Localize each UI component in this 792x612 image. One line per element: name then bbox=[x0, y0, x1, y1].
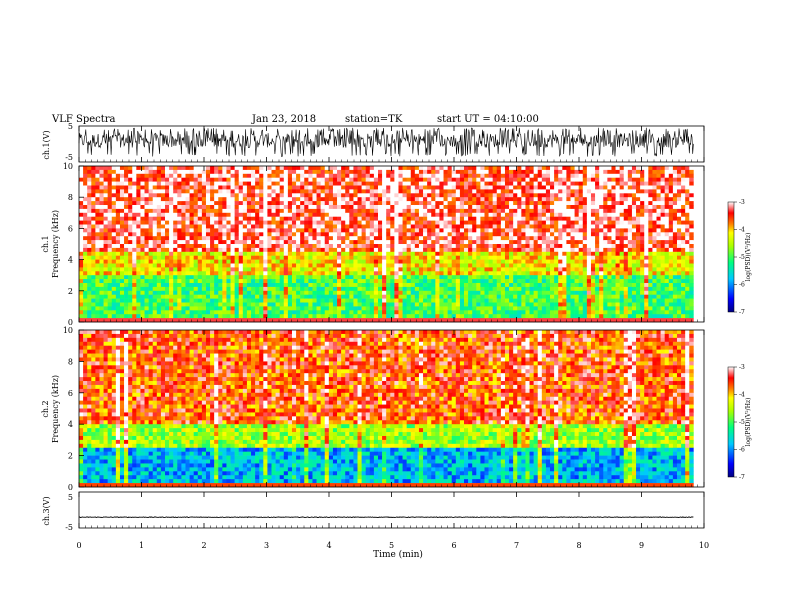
ch2-spectrogram-image bbox=[79, 330, 704, 488]
ch1-spectrogram-ylabel-freq: Frequency (kHz) bbox=[51, 210, 60, 278]
ytick-label: 6 bbox=[68, 389, 73, 398]
colorbar-tick-label: -6 bbox=[739, 282, 745, 289]
ch2-colorbar-ticks: -3 -4 -5 -6 -7 bbox=[734, 364, 745, 481]
ch1-waveform-ylabel: ch.1(V) bbox=[42, 130, 51, 159]
ch3-ytick-bottom: -5 bbox=[65, 523, 73, 532]
ytick-label: 10 bbox=[63, 326, 73, 335]
ch3-waveform-panel: 5 -5 ch.3(V) bbox=[42, 491, 705, 532]
colorbar-tick-label: -5 bbox=[739, 419, 745, 426]
colorbar-tick-label: -4 bbox=[739, 392, 745, 399]
ch2-colorbar: -3 -4 -5 -6 -7 log(PSD)(V²/Hz) bbox=[727, 364, 752, 481]
colorbar-tick-label: -6 bbox=[739, 447, 745, 454]
xtick-label: 8 bbox=[576, 541, 581, 550]
header-date: Jan 23, 2018 bbox=[251, 114, 316, 125]
colorbar-tick-label: -7 bbox=[739, 309, 745, 316]
xtick-label: 2 bbox=[201, 541, 206, 550]
xtick-label: 5 bbox=[389, 541, 394, 550]
ytick-label: 0 bbox=[68, 318, 73, 327]
ch2-spectrogram-yaxis: 0 2 4 6 8 10 bbox=[63, 326, 84, 492]
ytick-label: 10 bbox=[63, 162, 73, 171]
ch1-spectrogram-panel: 0 2 4 6 8 10 ch.1 Frequency (kHz) -3 -4 -5 -6 -7 … bbox=[41, 162, 752, 327]
xtick-label: 3 bbox=[264, 541, 269, 550]
time-axis-label: Time (min) bbox=[373, 549, 423, 560]
ytick-label: 8 bbox=[68, 357, 73, 366]
xtick-label: 9 bbox=[639, 541, 644, 550]
ch1-waveform-panel: 5 -5 ch.1(V) bbox=[42, 122, 705, 163]
ch1-waveform-trace bbox=[78, 127, 694, 158]
ch3-waveform-ylabel: ch.3(V) bbox=[42, 496, 51, 525]
ch1-spectrogram-yaxis: 0 2 4 6 8 10 bbox=[63, 162, 84, 327]
xtick-label: 1 bbox=[139, 541, 144, 550]
header-station: station=TK bbox=[345, 114, 403, 125]
colorbar-tick-label: -5 bbox=[739, 254, 745, 261]
header-start-time: start UT = 04:10:00 bbox=[437, 114, 539, 125]
ch2-colorbar-gradient bbox=[727, 366, 735, 478]
ytick-label: 2 bbox=[68, 287, 73, 296]
ytick-label: 2 bbox=[68, 452, 73, 461]
figure-title: VLF Spectra bbox=[51, 114, 116, 125]
xtick-label: 7 bbox=[514, 541, 519, 550]
colorbar-tick-label: -7 bbox=[739, 474, 745, 481]
ch1-colorbar-gradient bbox=[727, 201, 735, 313]
xtick-label: 0 bbox=[76, 541, 81, 550]
ch3-waveform-trace bbox=[79, 516, 694, 519]
ch2-colorbar-label: log(PSD)(V²/Hz) bbox=[745, 398, 752, 447]
ch3-waveform-frame bbox=[78, 491, 705, 529]
ch1-colorbar-label: log(PSD)(V²/Hz) bbox=[745, 233, 752, 282]
ch1-spectrogram-ylabel-channel: ch.1 bbox=[41, 235, 50, 252]
figure-header: VLF Spectra Jan 23, 2018 station=TK star… bbox=[51, 114, 539, 125]
colorbar-tick-label: -3 bbox=[739, 199, 745, 206]
ch1-ytick-top: 5 bbox=[68, 122, 73, 131]
ytick-label: 6 bbox=[68, 224, 73, 233]
ch2-spectrogram-ylabel-channel: ch.2 bbox=[41, 400, 50, 417]
ch2-spectrogram-panel: 0 2 4 6 8 10 ch.2 Frequency (kHz) -3 -4 -5 -6 -7 … bbox=[41, 326, 752, 492]
xtick-label: 6 bbox=[451, 541, 456, 550]
ytick-label: 0 bbox=[68, 483, 73, 492]
xtick-label: 10 bbox=[699, 541, 709, 550]
ch1-ytick-bottom: -5 bbox=[65, 153, 73, 162]
colorbar-tick-label: -3 bbox=[739, 364, 745, 371]
ytick-label: 4 bbox=[68, 420, 73, 429]
ch1-colorbar: -3 -4 -5 -6 -7 log(PSD)(V²/Hz) bbox=[727, 199, 752, 316]
ch1-spectrogram-image bbox=[79, 166, 704, 323]
ch1-colorbar-ticks: -3 -4 -5 -6 -7 bbox=[734, 199, 745, 316]
ch3-ytick-top: 5 bbox=[68, 493, 73, 502]
ytick-label: 8 bbox=[68, 193, 73, 202]
colorbar-tick-label: -4 bbox=[739, 227, 745, 234]
ch2-spectrogram-ylabel-freq: Frequency (kHz) bbox=[51, 375, 60, 443]
ytick-label: 4 bbox=[68, 256, 73, 265]
xtick-label: 4 bbox=[326, 541, 331, 550]
time-axis: 0 1 2 3 4 5 6 7 8 9 10 bbox=[76, 126, 709, 550]
